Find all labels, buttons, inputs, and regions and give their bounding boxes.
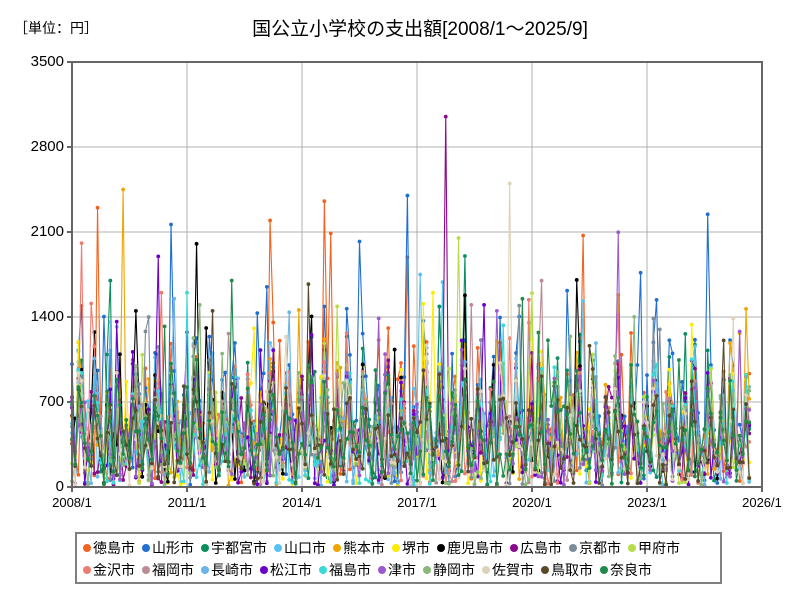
y-axis-tick-label: 2100: [30, 223, 64, 240]
legend-label: 福島市: [329, 562, 371, 578]
legend-marker-icon: [437, 544, 445, 552]
legend-item-静岡市[interactable]: 静岡市: [423, 563, 475, 577]
axis-ticks: [67, 61, 763, 492]
legend-marker-icon: [83, 566, 91, 574]
legend-item-山口市[interactable]: 山口市: [274, 541, 326, 555]
legend-label: 鹿児島市: [447, 540, 503, 556]
legend-label: 広島市: [520, 540, 562, 556]
legend-marker-icon: [142, 544, 150, 552]
x-axis-tick-label: 2023/1: [627, 495, 667, 510]
legend-label: 山口市: [284, 540, 326, 556]
legend-item-津市[interactable]: 津市: [378, 563, 416, 577]
legend-row: 徳島市 山形市 宇都宮市 山口市 熊本市 堺市 鹿児島市 広島市 京都市 甲府市: [83, 537, 714, 559]
legend-marker-icon: [83, 544, 91, 552]
legend-label: 鳥取市: [551, 562, 593, 578]
legend-label: 静岡市: [433, 562, 475, 578]
legend-marker-icon: [378, 566, 386, 574]
x-axis-tick-label: 2026/1: [742, 495, 782, 510]
legend-marker-icon: [569, 544, 577, 552]
series-layer: [70, 114, 752, 488]
unit-label: ［単位：円］: [14, 20, 98, 36]
legend-label: 堺市: [402, 540, 430, 556]
chart-legend: 徳島市 山形市 宇都宮市 山口市 熊本市 堺市 鹿児島市 広島市 京都市 甲府市金沢市 福岡市 長崎市…: [75, 532, 722, 584]
legend-item-奈良市[interactable]: 奈良市: [600, 563, 652, 577]
legend-label: 奈良市: [610, 562, 652, 578]
y-axis-tick-label: 2800: [30, 138, 64, 155]
legend-item-長崎市[interactable]: 長崎市: [201, 563, 253, 577]
legend-marker-icon: [628, 544, 636, 552]
legend-label: 松江市: [270, 562, 312, 578]
legend-marker-icon: [541, 566, 549, 574]
legend-item-佐賀市[interactable]: 佐賀市: [482, 563, 534, 577]
y-axis-tick-label: 1400: [30, 308, 64, 325]
legend-marker-icon: [510, 544, 518, 552]
legend-marker-icon: [201, 566, 209, 574]
legend-label: 津市: [388, 562, 416, 578]
legend-item-福島市[interactable]: 福島市: [319, 563, 371, 577]
legend-marker-icon: [600, 566, 608, 574]
legend-marker-icon: [260, 566, 268, 574]
legend-label: 山形市: [152, 540, 194, 556]
legend-label: 京都市: [579, 540, 621, 556]
x-axis-tick-label: 2017/1: [397, 495, 437, 510]
legend-marker-icon: [423, 566, 431, 574]
x-axis-tick-label: 2011/1: [167, 495, 207, 510]
legend-item-山形市[interactable]: 山形市: [142, 541, 194, 555]
legend-label: 金沢市: [93, 562, 135, 578]
legend-marker-icon: [333, 544, 341, 552]
x-axis-tick-label: 2020/1: [512, 495, 552, 510]
legend-label: 宇都宮市: [211, 540, 267, 556]
chart-series: [70, 278, 752, 487]
x-axis-tick-label: 2014/1: [282, 495, 322, 510]
legend-label: 福岡市: [152, 562, 194, 578]
legend-item-鹿児島市[interactable]: 鹿児島市: [437, 541, 503, 555]
legend-item-福岡市[interactable]: 福岡市: [142, 563, 194, 577]
legend-item-熊本市[interactable]: 熊本市: [333, 541, 385, 555]
legend-marker-icon: [319, 566, 327, 574]
legend-label: 佐賀市: [492, 562, 534, 578]
x-axis-tick-label: 2008/1: [52, 495, 92, 510]
y-axis-tick-label: 3500: [30, 53, 64, 70]
legend-marker-icon: [142, 566, 150, 574]
legend-marker-icon: [274, 544, 282, 552]
legend-label: 熊本市: [343, 540, 385, 556]
legend-item-松江市[interactable]: 松江市: [260, 563, 312, 577]
legend-item-宇都宮市[interactable]: 宇都宮市: [201, 541, 267, 555]
y-axis-tick-label: 0: [55, 478, 64, 495]
chart-title: 国公立小学校の支出額[2008/1〜2025/9]: [252, 19, 588, 40]
legend-item-広島市[interactable]: 広島市: [510, 541, 562, 555]
legend-marker-icon: [482, 566, 490, 574]
legend-item-京都市[interactable]: 京都市: [569, 541, 621, 555]
legend-item-金沢市[interactable]: 金沢市: [83, 563, 135, 577]
legend-item-堺市[interactable]: 堺市: [392, 541, 430, 555]
legend-item-甲府市[interactable]: 甲府市: [628, 541, 680, 555]
legend-label: 長崎市: [211, 562, 253, 578]
legend-label: 甲府市: [638, 540, 680, 556]
legend-row: 金沢市 福岡市 長崎市 松江市 福島市 津市 静岡市 佐賀市 鳥取市 奈良市: [83, 559, 714, 581]
legend-marker-icon: [392, 544, 400, 552]
legend-item-鳥取市[interactable]: 鳥取市: [541, 563, 593, 577]
legend-label: 徳島市: [93, 540, 135, 556]
legend-marker-icon: [201, 544, 209, 552]
y-axis-tick-label: 700: [38, 393, 64, 410]
legend-item-徳島市[interactable]: 徳島市: [83, 541, 135, 555]
